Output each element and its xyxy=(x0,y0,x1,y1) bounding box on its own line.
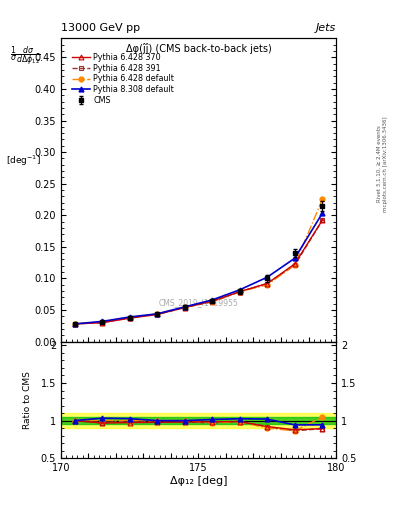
Text: Jets: Jets xyxy=(316,23,336,33)
Bar xyxy=(61,417,336,424)
Pythia 6.428 391 xyxy=(100,319,105,326)
Pythia 6.428 default xyxy=(182,304,187,310)
Text: CMS_2019_I1719955: CMS_2019_I1719955 xyxy=(159,297,238,307)
Pythia 6.428 391 xyxy=(72,321,77,327)
Pythia 6.428 391 xyxy=(237,289,242,295)
Text: $\frac{1}{\sigma}\frac{d\sigma}{d\Delta\phi_{12}}$: $\frac{1}{\sigma}\frac{d\sigma}{d\Delta\… xyxy=(10,45,40,69)
Pythia 6.428 370 xyxy=(182,305,187,311)
X-axis label: Δφ₁₂ [deg]: Δφ₁₂ [deg] xyxy=(170,476,227,486)
Pythia 6.428 default xyxy=(237,289,242,295)
Pythia 8.308 default xyxy=(127,314,132,320)
Pythia 6.428 default xyxy=(265,282,270,288)
Pythia 6.428 370 xyxy=(292,261,297,267)
Text: 13000 GeV pp: 13000 GeV pp xyxy=(61,23,140,33)
Bar xyxy=(61,413,336,428)
Line: Pythia 6.428 391: Pythia 6.428 391 xyxy=(72,218,325,326)
Pythia 6.428 default xyxy=(155,311,160,317)
Pythia 8.308 default xyxy=(210,297,215,303)
Pythia 6.428 391 xyxy=(320,217,325,223)
Pythia 8.308 default xyxy=(320,210,325,217)
Pythia 8.308 default xyxy=(155,311,160,317)
Pythia 6.428 391 xyxy=(292,262,297,268)
Line: Pythia 6.428 370: Pythia 6.428 370 xyxy=(72,218,325,326)
Pythia 8.308 default xyxy=(265,274,270,280)
Pythia 6.428 370 xyxy=(210,298,215,304)
Pythia 8.308 default xyxy=(237,287,242,293)
Text: Δφ(ĵĵ) (CMS back-to-back jets): Δφ(ĵĵ) (CMS back-to-back jets) xyxy=(126,43,271,54)
Pythia 6.428 370 xyxy=(155,311,160,317)
Pythia 6.428 default xyxy=(127,314,132,321)
Pythia 6.428 default xyxy=(292,262,297,268)
Pythia 8.308 default xyxy=(182,304,187,310)
Line: Pythia 6.428 default: Pythia 6.428 default xyxy=(72,197,325,326)
Text: mcplots.cern.ch [arXiv:1306.3436]: mcplots.cern.ch [arXiv:1306.3436] xyxy=(383,116,387,211)
Pythia 6.428 370 xyxy=(100,319,105,326)
Line: Pythia 8.308 default: Pythia 8.308 default xyxy=(72,211,325,326)
Text: [deg$^{-1}$]: [deg$^{-1}$] xyxy=(6,154,41,168)
Pythia 6.428 391 xyxy=(182,305,187,311)
Legend: Pythia 6.428 370, Pythia 6.428 391, Pythia 6.428 default, Pythia 8.308 default, : Pythia 6.428 370, Pythia 6.428 391, Pyth… xyxy=(70,52,176,106)
Pythia 6.428 default xyxy=(320,197,325,203)
Pythia 6.428 370 xyxy=(237,289,242,295)
Pythia 6.428 370 xyxy=(320,217,325,223)
Pythia 6.428 default xyxy=(100,319,105,325)
Pythia 6.428 370 xyxy=(72,321,77,327)
Pythia 6.428 370 xyxy=(265,281,270,287)
Pythia 6.428 default xyxy=(210,298,215,305)
Pythia 6.428 391 xyxy=(127,314,132,321)
Pythia 6.428 391 xyxy=(265,281,270,287)
Pythia 6.428 370 xyxy=(127,315,132,322)
Pythia 8.308 default xyxy=(100,318,105,325)
Y-axis label: Ratio to CMS: Ratio to CMS xyxy=(23,371,32,429)
Pythia 6.428 391 xyxy=(210,298,215,305)
Text: Rivet 3.1.10, ≥ 2.4M events: Rivet 3.1.10, ≥ 2.4M events xyxy=(377,125,382,202)
Pythia 8.308 default xyxy=(292,255,297,261)
Pythia 8.308 default xyxy=(72,321,77,327)
Pythia 6.428 default xyxy=(72,321,77,327)
Pythia 6.428 391 xyxy=(155,311,160,317)
